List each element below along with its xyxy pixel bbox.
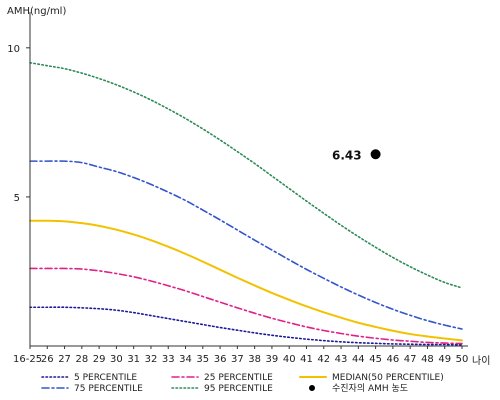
x-tick-label: 37 [231,354,244,365]
x-tick-label: 31 [127,354,140,365]
x-tick-label: 47 [404,354,417,365]
x-tick-label: 33 [162,354,175,365]
series-line-1 [29,306,463,346]
legend-label-3: MEDIAN(50 PERCENTILE) [332,373,444,383]
x-tick-label: 41 [300,354,313,365]
legend-label-5: 95 PERCENTILE [204,384,273,394]
x-tick-label: 45 [369,354,382,365]
x-tick-label: 38 [248,354,261,365]
y-tick-label: 5 [14,193,20,204]
x-tick-label: 40 [283,354,296,365]
y-axis-title: AMH(ng/ml) [7,6,66,17]
x-tick-label: 29 [93,354,106,365]
x-tick-label: 43 [335,354,348,365]
x-axis-title: 나이 [472,355,490,367]
x-tick-label: 42 [317,354,330,365]
series-line-5 [29,61,463,289]
patient-point [370,149,381,160]
series-line-2 [29,267,463,345]
x-tick-label: 28 [75,354,88,365]
legend-swatch-patient [309,385,315,391]
x-tick-label: 49 [438,354,451,365]
x-tick-label: 35 [196,354,209,365]
y-tick-label: 10 [7,44,20,55]
legend: 5 PERCENTILE 25 PERCENTILE MEDIAN(50 PERCE… [41,373,444,394]
x-tick-label: 36 [214,354,227,365]
x-tick-label: 39 [266,354,279,365]
x-tick-label: 26 [41,354,54,365]
legend-label-4: 75 PERCENTILE [74,384,143,394]
x-tick-label: 46 [387,354,400,365]
patient-point-label: 6.43 [332,148,362,162]
x-tick-label: 30 [110,354,123,365]
x-tick-label: 16-25 [13,354,42,365]
series-layer: 6.43 [29,61,463,346]
x-tick-label: 27 [58,354,71,365]
legend-label-2: 25 PERCENTILE [204,373,273,383]
x-tick-label: 48 [421,354,434,365]
x-tick-label: 50 [456,354,469,365]
legend-label-1: 5 PERCENTILE [74,373,137,383]
x-tick-label: 44 [352,354,365,365]
x-tick-label: 32 [145,354,158,365]
series-line-3 [29,219,463,342]
x-tick-label: 34 [179,354,192,365]
legend-label-patient: 수진자의 AMH 농도 [332,383,408,394]
series-line-4 [29,160,463,330]
